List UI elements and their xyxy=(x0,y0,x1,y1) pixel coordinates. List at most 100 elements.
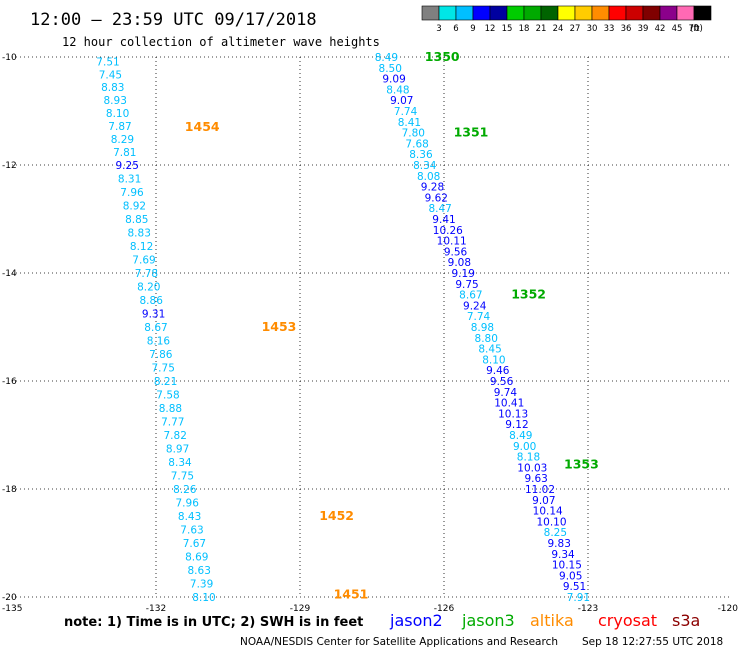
wave-height-label: 7.91 xyxy=(567,592,590,604)
axis-ticks: -135 -132 -129 -126 -123 -120 -10 -12 -14 -16 -18 -… xyxy=(2,53,738,614)
scale-label: 24 xyxy=(553,24,564,34)
wave-height-label: 9.51 xyxy=(563,581,586,593)
wave-height-label: 8.18 xyxy=(517,452,540,464)
satellite-legend-s3a: s3a xyxy=(672,611,700,630)
pass-number-label: 1350 xyxy=(425,49,460,64)
chart-subtitle: 12 hour collection of altimeter wave hei… xyxy=(62,35,380,49)
chart-title: 12:00 — 23:59 UTC 09/17/2018 xyxy=(30,10,317,30)
wave-height-label: 7.67 xyxy=(183,538,206,550)
wave-height-label: 7.58 xyxy=(156,390,179,402)
satellite-legend-jason2: jason2 xyxy=(389,611,443,630)
wave-height-label: 9.07 xyxy=(532,495,555,507)
satellite-legend: jason2 jason3 altika cryosat s3a xyxy=(389,611,700,630)
wave-height-label: 8.97 xyxy=(166,444,189,456)
wave-height-label: 8.67 xyxy=(144,322,167,334)
scale-label: 36 xyxy=(621,24,632,34)
wave-height-label: 7.86 xyxy=(149,349,173,361)
scale-label: 27 xyxy=(570,24,581,34)
wave-height-label: 8.88 xyxy=(159,403,182,415)
color-scale-legend: 3 6 9 12 15 18 21 24 27 30 33 36 39 42 45 70(ft) xyxy=(421,5,712,34)
timestamp-text: Sep 18 12:27:55 UTC 2018 xyxy=(582,636,723,648)
satellite-legend-jason3: jason3 xyxy=(461,611,515,630)
wave-height-label: 7.87 xyxy=(108,121,131,133)
scale-swatch xyxy=(455,5,474,21)
wave-height-label: 8.31 xyxy=(118,174,141,186)
wave-height-label: 7.78 xyxy=(135,268,158,280)
wave-height-label: 9.34 xyxy=(551,549,575,561)
pass-number-label: 1453 xyxy=(262,319,297,334)
wave-height-label: 8.21 xyxy=(154,376,177,388)
wave-height-label: 7.96 xyxy=(176,498,200,510)
wave-height-label: 10.41 xyxy=(494,398,524,410)
wave-height-label: 9.19 xyxy=(452,268,475,280)
y-tick-label: -10 xyxy=(2,53,17,63)
wave-height-label: 9.12 xyxy=(505,419,528,431)
scale-swatch xyxy=(659,5,678,21)
wave-height-label: 8.85 xyxy=(125,214,148,226)
wave-height-label: 7.96 xyxy=(120,187,144,199)
y-tick-label: -14 xyxy=(2,269,17,279)
x-tick-label: -132 xyxy=(146,604,166,614)
y-tick-label: -16 xyxy=(2,377,17,387)
wave-height-label: 8.08 xyxy=(417,171,440,183)
wave-height-label: 9.09 xyxy=(382,74,405,86)
scale-label: (ft) xyxy=(690,24,703,34)
wave-height-label: 8.47 xyxy=(428,203,451,215)
wave-height-label: 10.13 xyxy=(498,408,528,420)
wave-height-label: 11.02 xyxy=(525,484,555,496)
x-tick-label: -129 xyxy=(290,604,311,614)
scale-label: 21 xyxy=(536,24,547,34)
scale-swatch xyxy=(489,5,508,21)
wave-height-label: 8.49 xyxy=(509,430,532,442)
scale-label: 70 xyxy=(689,24,700,34)
wave-height-label: 9.07 xyxy=(390,95,413,107)
wave-height-label: 8.34 xyxy=(413,160,437,172)
satellite-legend-cryosat: cryosat xyxy=(598,611,657,630)
wave-height-label: 9.25 xyxy=(116,160,139,172)
wave-height-label: 8.92 xyxy=(123,201,146,213)
wave-height-label: 10.11 xyxy=(437,236,467,248)
x-tick-label: -126 xyxy=(434,604,455,614)
x-tick-label: -120 xyxy=(718,604,739,614)
wave-height-label: 8.63 xyxy=(188,565,211,577)
wave-height-label: 10.14 xyxy=(533,506,563,518)
wave-height-label: 8.20 xyxy=(137,282,160,294)
wave-height-label: 9.31 xyxy=(142,309,165,321)
wave-height-label: 9.56 xyxy=(444,246,468,258)
wave-height-label: 9.46 xyxy=(486,365,510,377)
scale-label: 39 xyxy=(638,24,649,34)
pass-number-label: 1454 xyxy=(185,119,220,134)
scale-swatch xyxy=(676,5,695,21)
x-tick-label: -135 xyxy=(2,604,22,614)
wave-height-label: 10.15 xyxy=(552,560,582,572)
wave-height-label: 7.63 xyxy=(180,525,203,537)
wave-height-label: 8.25 xyxy=(544,527,567,539)
scale-swatch xyxy=(642,5,661,21)
wave-height-label: 8.16 xyxy=(147,336,171,348)
wave-height-label: 8.12 xyxy=(130,241,153,253)
pass-number-label: 1351 xyxy=(454,125,489,140)
scale-swatch xyxy=(608,5,627,21)
scale-swatch xyxy=(591,5,610,21)
wave-height-label: 7.82 xyxy=(164,430,187,442)
pass-number-label: 1353 xyxy=(564,457,599,472)
scale-label: 18 xyxy=(519,24,530,34)
scale-label: 15 xyxy=(502,24,513,34)
wave-height-label: 8.41 xyxy=(398,117,421,129)
wave-height-label: 8.93 xyxy=(104,95,127,107)
wave-height-label: 8.43 xyxy=(178,511,201,523)
wave-height-label: 9.62 xyxy=(425,192,448,204)
scale-swatch xyxy=(574,5,593,21)
pass-number-label: 1452 xyxy=(319,508,354,523)
wave-height-label: 8.29 xyxy=(111,134,134,146)
wave-height-label: 8.69 xyxy=(185,552,208,564)
wave-height-label: 8.26 xyxy=(173,484,197,496)
data-marks: 7.517.458.838.938.107.878.297.819.258.31… xyxy=(96,49,598,604)
wave-height-label: 8.10 xyxy=(106,108,129,120)
wave-height-label: 7.39 xyxy=(190,579,213,591)
wave-height-label: 8.49 xyxy=(375,52,398,64)
y-tick-label: -20 xyxy=(2,593,17,603)
wave-height-label: 9.41 xyxy=(432,214,455,226)
grid-lines xyxy=(12,56,732,598)
y-tick-label: -12 xyxy=(2,161,17,171)
